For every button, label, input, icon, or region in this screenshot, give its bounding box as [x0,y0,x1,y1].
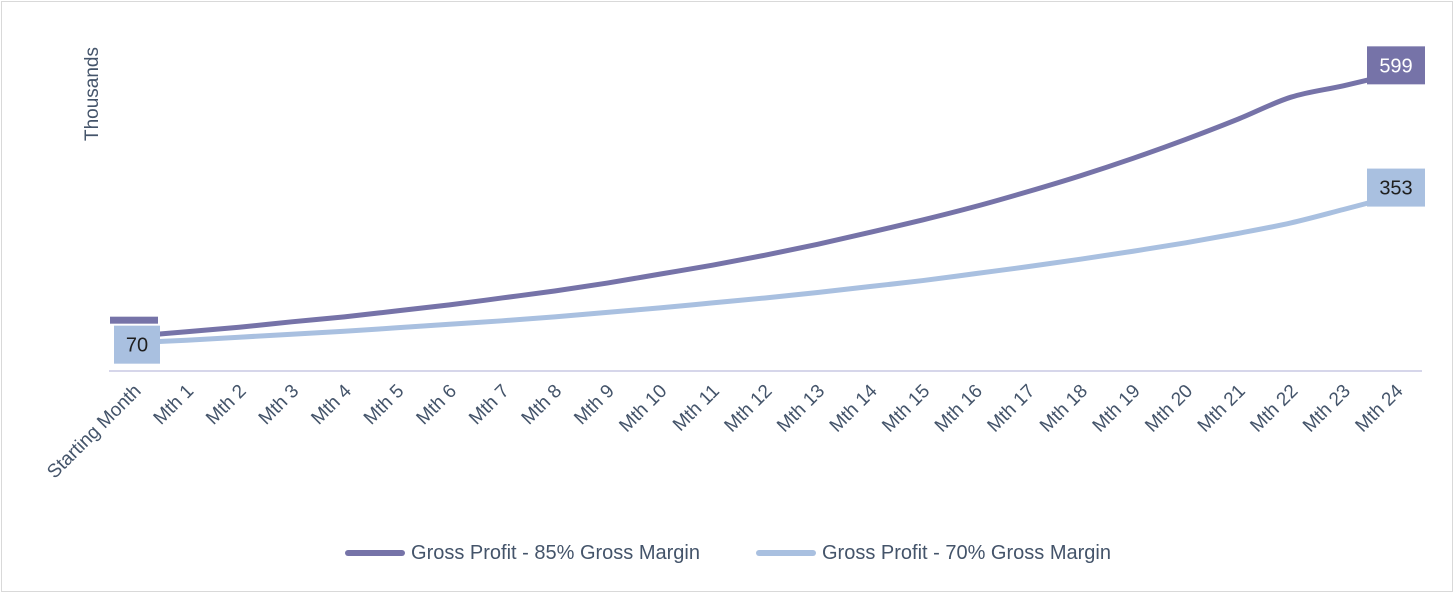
x-tick-label: Mth 10 [615,381,671,437]
data-label-85-start-marker [110,316,158,324]
data-label-70-70: 70 [114,325,160,364]
data-label-box [114,325,160,364]
x-tick-label: Mth 16 [931,381,987,437]
x-tick-label: Mth 13 [773,381,829,437]
data-label-85-599: 599 [1367,46,1425,85]
data-label-text: 70 [126,335,148,357]
x-tick-label: Mth 14 [826,380,882,436]
x-tick-label: Mth 11 [669,381,724,436]
x-tick-label: Mth 12 [721,381,777,437]
x-tick-label: Mth 3 [255,381,303,429]
x-tick-label: Mth 24 [1352,380,1408,436]
x-tick-label: Mth 2 [202,381,250,429]
x-tick-label: Mth 4 [307,380,356,429]
x-tick-label: Mth 22 [1246,381,1302,437]
x-tick-label: Mth 7 [465,381,513,429]
data-label-text: 353 [1379,178,1412,200]
x-tick-label: Mth 1 [150,381,198,429]
x-tick-label: Mth 23 [1299,381,1355,437]
x-tick-label: Mth 17 [984,381,1040,437]
data-label-box [1367,168,1425,207]
x-tick-label: Mth 18 [1036,381,1092,437]
legend-label-85: Gross Profit - 85% Gross Margin [411,541,700,564]
data-label-text: 599 [1379,55,1412,77]
legend-entry-85[interactable]: Gross Profit - 85% Gross Margin [345,542,700,565]
x-tick-label: Mth 5 [360,381,408,429]
series-line-70 [131,193,1399,346]
legend-entry-70[interactable]: Gross Profit - 70% Gross Margin [756,542,1111,565]
legend-swatch-85 [345,550,406,556]
data-label-70-353: 353 [1367,168,1425,207]
legend: Gross Profit - 85% Gross Margin Gross Pr… [0,538,1456,568]
x-tick-label: Mth 20 [1141,381,1197,437]
legend-label-70: Gross Profit - 70% Gross Margin [822,541,1111,564]
series-line-85 [131,70,1399,339]
legend-swatch-70 [756,550,816,556]
data-label-box [1367,46,1425,85]
y-axis-label: Thousands [82,47,103,141]
x-tick-label: Mth 15 [878,381,934,437]
x-tick-label: Mth 8 [518,381,566,429]
x-tick-label: Mth 21 [1194,381,1250,437]
x-tick-label: Starting Month [43,381,145,483]
x-tick-label: Mth 19 [1089,381,1145,437]
x-tick-label: Mth 6 [413,381,461,429]
x-tick-label: Mth 9 [570,381,618,429]
